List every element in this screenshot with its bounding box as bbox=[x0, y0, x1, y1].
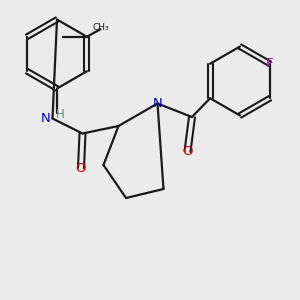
Text: CH₃: CH₃ bbox=[92, 23, 109, 32]
Text: N: N bbox=[41, 112, 51, 125]
Text: H: H bbox=[56, 107, 64, 121]
Text: O: O bbox=[76, 161, 86, 175]
Text: O: O bbox=[182, 145, 193, 158]
Text: N: N bbox=[153, 97, 162, 110]
Text: F: F bbox=[266, 57, 274, 70]
